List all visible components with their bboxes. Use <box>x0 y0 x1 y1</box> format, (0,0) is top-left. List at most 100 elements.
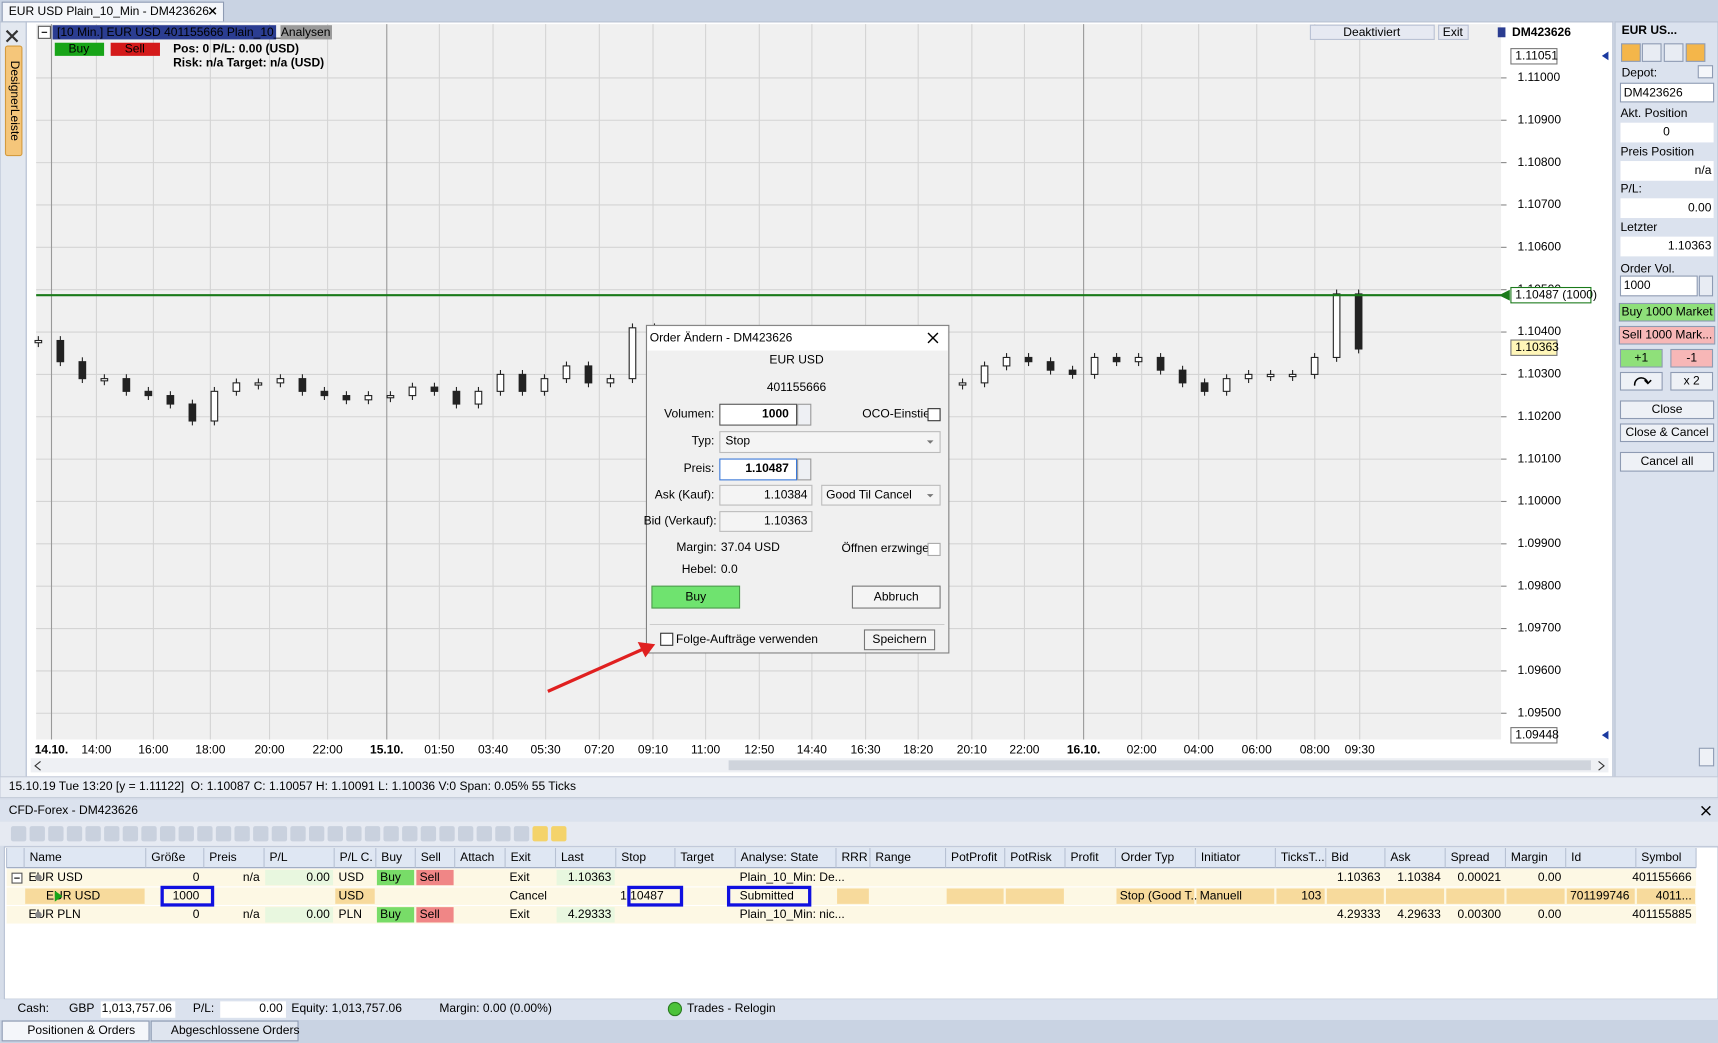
designer-tab[interactable] <box>4 45 23 157</box>
toolbar-button[interactable] <box>439 826 455 842</box>
toolbar-button[interactable] <box>476 826 492 842</box>
toolbar-button[interactable] <box>215 826 232 842</box>
buy-button[interactable] <box>54 42 105 56</box>
cancel-all-button[interactable] <box>1619 451 1715 472</box>
minus-one-button[interactable] <box>1670 348 1714 368</box>
cell-fill <box>1446 888 1505 904</box>
panel-scroll[interactable] <box>1698 747 1715 767</box>
scroll-arrow[interactable] <box>1601 51 1609 61</box>
buy-market-button[interactable] <box>1618 302 1716 322</box>
close-cancel-button[interactable] <box>1619 423 1715 443</box>
panel-tool[interactable] <box>1685 43 1706 62</box>
sell-market-button[interactable] <box>1618 325 1716 345</box>
oco-checkbox[interactable] <box>927 408 941 422</box>
toolbar-button[interactable] <box>346 826 362 842</box>
toolbar-button[interactable] <box>513 826 530 842</box>
order-arrow <box>54 890 63 902</box>
scroll-left[interactable] <box>34 761 41 771</box>
deactivated-button[interactable] <box>1309 24 1435 40</box>
price-input[interactable] <box>719 458 798 481</box>
scrollbar-thumb[interactable] <box>728 760 1591 771</box>
save-button[interactable] <box>863 629 936 651</box>
x-tick-label: 04:00 <box>1184 743 1214 757</box>
toolbar-button[interactable] <box>327 826 343 842</box>
toolbar-button[interactable] <box>290 826 306 842</box>
toolbar-button[interactable] <box>178 826 194 842</box>
follow-orders-checkbox[interactable] <box>660 632 674 646</box>
force-open-checkbox[interactable] <box>927 542 941 557</box>
y-tick-label: 1.10400 <box>1517 324 1561 338</box>
table-cell: Sell <box>420 907 440 921</box>
last-marker: 1.10363 <box>1515 340 1559 354</box>
toolbar-button[interactable] <box>271 826 288 842</box>
toolbar-button[interactable] <box>122 826 139 842</box>
toolbar-button[interactable] <box>66 826 83 842</box>
plus-one-button[interactable] <box>1619 348 1663 368</box>
dialog-buy-button[interactable] <box>651 585 741 609</box>
bottom-tab[interactable] <box>150 1020 299 1042</box>
validity-select[interactable] <box>821 484 941 506</box>
dialog-buy-label: Buy <box>685 589 706 603</box>
depot-value: DM423626 <box>1624 85 1683 99</box>
toolbar-button[interactable] <box>234 826 250 842</box>
sell-button[interactable] <box>110 42 160 56</box>
exit-button[interactable] <box>1438 24 1469 40</box>
toolbar-button[interactable] <box>532 826 548 842</box>
price-spinner[interactable] <box>797 458 812 481</box>
cash-label: Cash: <box>18 1001 49 1015</box>
cash-value: 1,013,757.06 <box>102 1001 173 1015</box>
table-cell: 4011... <box>1656 888 1692 902</box>
toolbar-button[interactable] <box>308 826 325 842</box>
toolbar-button[interactable] <box>85 826 101 842</box>
toolbar-button[interactable] <box>29 826 45 842</box>
toolbar-button[interactable] <box>495 826 511 842</box>
dialog-close[interactable] <box>927 332 939 344</box>
panel-close[interactable] <box>1701 805 1711 816</box>
volume-input[interactable] <box>719 403 798 426</box>
table-cell: EUR USD <box>46 888 101 902</box>
panel-tool[interactable] <box>1663 43 1684 62</box>
toolbar-button[interactable] <box>104 826 120 842</box>
panel-tool[interactable] <box>1641 43 1662 62</box>
toolbar-button[interactable] <box>48 826 64 842</box>
expand-button[interactable] <box>1697 65 1714 79</box>
dialog-cancel-button[interactable] <box>851 585 941 609</box>
dialog-label: Preis: <box>684 461 715 475</box>
toolbar-button[interactable] <box>402 826 418 842</box>
cell-fill <box>416 907 454 923</box>
close-button[interactable] <box>1619 400 1715 420</box>
tab-close[interactable] <box>208 7 217 15</box>
depot-select[interactable] <box>1619 82 1715 103</box>
toolbar-button[interactable] <box>457 826 474 842</box>
toolbar-button[interactable] <box>10 826 27 842</box>
bottom-tab[interactable] <box>1 1020 150 1042</box>
order-vol-input[interactable] <box>1619 275 1698 297</box>
spinner[interactable] <box>1698 275 1714 297</box>
table-cell: Submitted <box>740 888 794 902</box>
toolbar-button[interactable] <box>197 826 213 842</box>
candle <box>562 365 571 380</box>
table-cell: 701199746 <box>1570 888 1630 902</box>
toolbar-button[interactable] <box>253 826 269 842</box>
candle <box>1178 369 1187 384</box>
toolbar-button[interactable] <box>420 826 437 842</box>
reverse-button[interactable] <box>1619 371 1663 391</box>
type-select[interactable] <box>719 431 941 454</box>
scroll-arrow[interactable] <box>1601 730 1609 740</box>
table-cell: 0.00300 <box>1458 907 1502 921</box>
toolbar-button[interactable] <box>364 826 381 842</box>
toolbar-button[interactable] <box>141 826 157 842</box>
toolbar-button[interactable] <box>159 826 176 842</box>
scroll-right[interactable] <box>1598 761 1605 771</box>
toolbar-button[interactable] <box>551 826 567 842</box>
field-label: P/L: <box>1620 182 1641 196</box>
times-two-button[interactable] <box>1670 371 1714 391</box>
column-header: Attach <box>460 850 494 864</box>
panel-tool[interactable] <box>1621 43 1641 62</box>
analysen-box[interactable] <box>280 25 332 40</box>
candle <box>408 386 417 397</box>
tools-icon[interactable] <box>5 29 19 43</box>
toolbar-button[interactable] <box>383 826 399 842</box>
table-row <box>6 868 1697 887</box>
volume-spinner[interactable] <box>797 403 812 426</box>
